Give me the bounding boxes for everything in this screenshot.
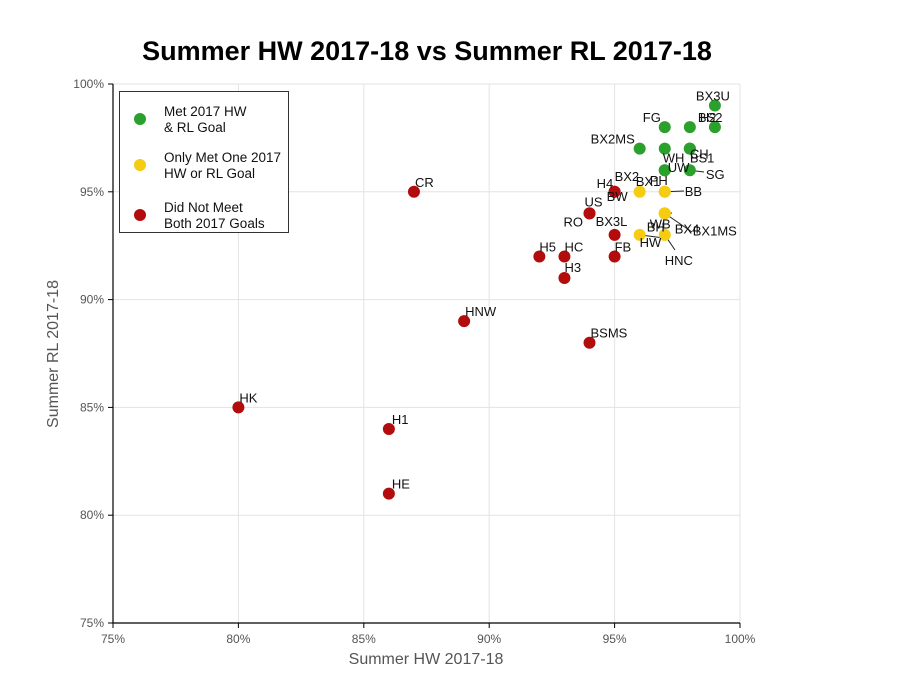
point-label: HC — [564, 239, 583, 254]
x-tick-label: 75% — [101, 632, 125, 646]
point-label: BB — [685, 184, 702, 199]
point-label: HE — [392, 477, 410, 492]
data-point — [583, 336, 596, 349]
point-label: US — [585, 194, 603, 209]
data-point — [633, 142, 646, 155]
data-point — [608, 228, 621, 241]
point-label: BS2 — [698, 110, 723, 125]
point-label: FB — [615, 239, 632, 254]
point-label: BX2MS — [591, 132, 635, 147]
data-point — [708, 121, 721, 134]
point-label: HNW — [465, 304, 497, 319]
x-tick-label: 80% — [226, 632, 250, 646]
data-point — [658, 185, 671, 198]
x-tick-label: 90% — [477, 632, 501, 646]
data-point — [458, 315, 471, 328]
point-label: WH — [663, 151, 685, 166]
point-label: RO — [564, 214, 584, 229]
legend-marker-met-both — [134, 113, 146, 125]
point-label: H2 — [700, 110, 717, 125]
data-point — [658, 228, 671, 241]
data-point — [533, 250, 546, 263]
chart-title: Summer HW 2017-18 vs Summer RL 2017-18 — [142, 36, 712, 66]
x-axis-title: Summer HW 2017-18 — [349, 651, 504, 668]
point-label: PH — [650, 173, 668, 188]
data-point — [658, 121, 671, 134]
data-point — [583, 207, 596, 220]
y-tick-label: 100% — [73, 77, 104, 91]
data-point — [608, 185, 621, 198]
point-label: SG — [706, 167, 725, 182]
data-point — [608, 250, 621, 263]
y-tick-label: 95% — [80, 185, 104, 199]
point-label: CR — [415, 175, 434, 190]
data-points — [232, 99, 721, 500]
legend-marker-met-none — [134, 209, 146, 221]
data-point — [232, 401, 245, 414]
point-label: WB — [650, 216, 671, 231]
y-tick-label: 75% — [80, 616, 104, 630]
data-point — [683, 164, 696, 177]
point-label: HW — [640, 235, 662, 250]
point-label: BX3L — [596, 214, 628, 229]
data-point — [558, 250, 571, 263]
point-label: H5 — [539, 239, 556, 254]
data-point — [407, 185, 420, 198]
point-label: HNC — [665, 253, 693, 268]
point-label: FG — [643, 110, 661, 125]
point-label: HK — [239, 390, 257, 405]
point-label: BX1 — [636, 174, 661, 189]
y-axis-title: Summer RL 2017-18 — [45, 280, 62, 428]
legend-label-met-both: Met 2017 HW & RL Goal — [164, 104, 247, 135]
point-label: BX4 — [675, 221, 700, 236]
point-label: BH — [647, 219, 665, 234]
legend-marker-met-one — [134, 159, 146, 171]
y-tick-label: 90% — [80, 293, 104, 307]
data-point — [708, 99, 721, 112]
legend-label-met-one: Only Met One 2017 HW or RL Goal — [164, 150, 282, 181]
data-point — [658, 164, 671, 177]
point-label: BX1MS — [693, 223, 737, 238]
data-point — [633, 185, 646, 198]
x-tick-label: 100% — [725, 632, 756, 646]
y-tick-label: 80% — [80, 508, 104, 522]
point-label: BX2 — [615, 169, 640, 184]
point-label: BSMS — [591, 326, 628, 341]
point-label: UW — [668, 160, 690, 175]
legend: Met 2017 HW & RL Goal Only Met One 2017 … — [119, 91, 289, 233]
x-tick-label: 95% — [603, 632, 627, 646]
data-point — [382, 422, 395, 435]
point-label: CH — [690, 147, 709, 162]
point-label: H3 — [564, 260, 581, 275]
point-label: BS1 — [690, 151, 715, 166]
data-point — [658, 142, 671, 155]
data-point — [633, 228, 646, 241]
legend-label-met-none: Did Not Meet Both 2017 Goals — [164, 200, 265, 231]
point-label: H4 — [597, 176, 614, 191]
x-tick-label: 85% — [352, 632, 376, 646]
data-point — [658, 207, 671, 220]
data-point — [683, 121, 696, 134]
point-label: BW — [607, 189, 629, 204]
data-point — [382, 487, 395, 500]
data-point — [558, 272, 571, 285]
axes — [112, 84, 740, 624]
tick-labels: 75% 80% 85% 90% 95% 100% 75% 80% 85% 90% 95% 100% — [73, 77, 755, 646]
point-label: H1 — [392, 412, 409, 427]
point-label: BX3U — [696, 89, 730, 104]
y-tick-label: 85% — [80, 400, 104, 414]
data-point — [683, 142, 696, 155]
